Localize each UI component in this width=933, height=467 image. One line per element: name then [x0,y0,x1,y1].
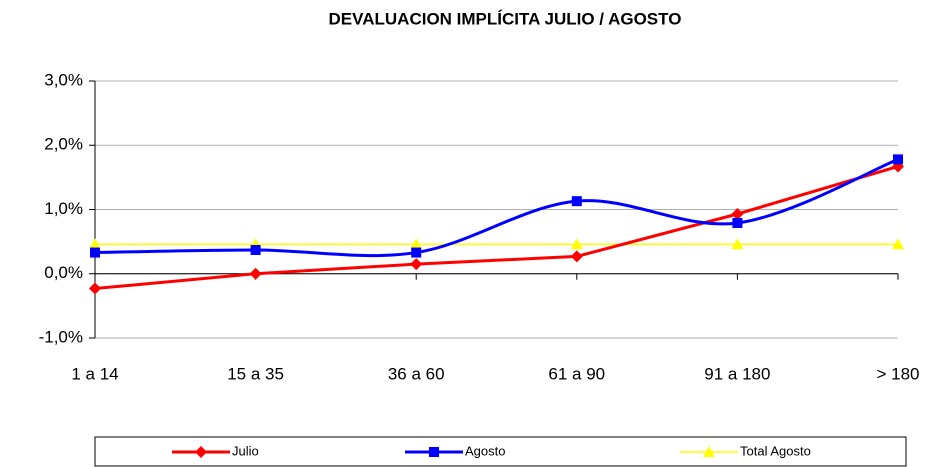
point [89,238,101,250]
legend-label: Julio [232,443,259,458]
legend-label: Agosto [465,443,505,458]
point [250,244,261,255]
legend-label: Total Agosto [740,443,811,458]
y-tick-label: -1,0% [39,327,83,346]
point [731,207,744,220]
x-tick-label: 36 a 60 [388,364,445,383]
line-series [94,157,899,258]
point [249,267,262,280]
legend-marker [195,446,207,458]
x-tick-label: 61 a 90 [548,364,605,383]
y-tick-label: 2,0% [44,135,83,154]
point [732,217,743,228]
point [89,282,101,295]
y-tick-label: 1,0% [44,199,83,218]
point [893,154,903,165]
point [90,247,100,258]
line-series [94,165,899,291]
legend-box [94,436,907,467]
chart-title: DEVALUACION IMPLÍCITA JULIO / AGOSTO [329,9,682,28]
y-tick-label: 0,0% [44,263,83,282]
point [570,238,583,250]
point [410,258,423,271]
x-tick-label: 1 a 14 [71,364,118,383]
x-tick-label: 15 a 35 [227,364,284,383]
point [410,238,423,250]
point [570,250,583,263]
point [892,238,904,250]
y-tick-label: 3,0% [44,70,83,89]
point [411,247,422,258]
point [731,238,744,250]
point [571,196,582,207]
x-tick-label: > 180 [876,364,919,383]
legend-marker [429,447,439,457]
x-tick-label: 91 a 180 [704,364,770,383]
legend-marker [703,446,715,457]
